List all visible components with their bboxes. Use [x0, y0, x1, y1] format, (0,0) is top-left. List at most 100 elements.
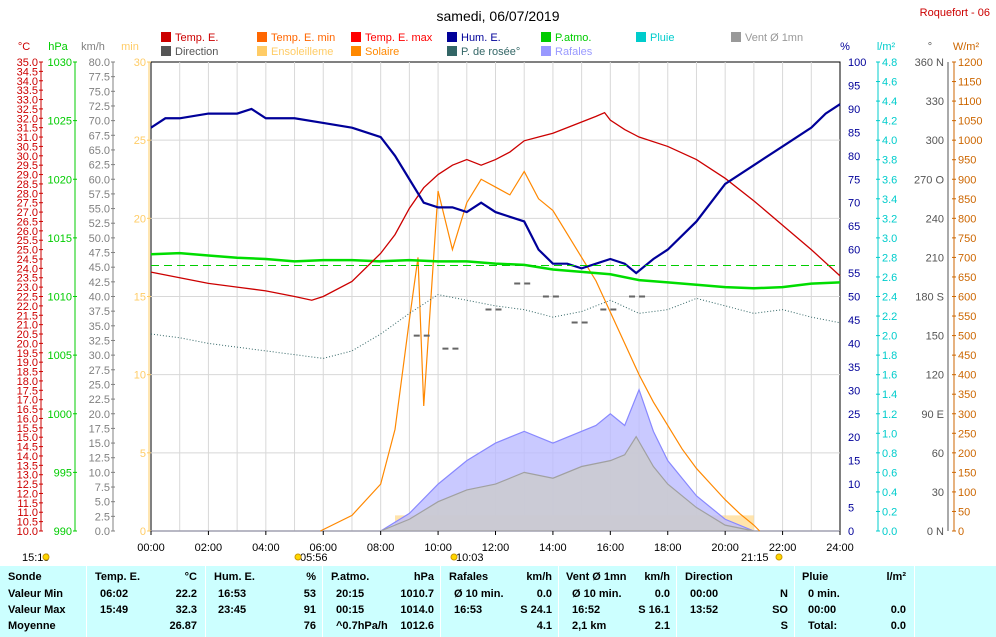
solar-tick-label: 800: [958, 213, 976, 225]
rain-tick-label: 3.2: [882, 213, 897, 225]
x-tick-label: 20:00: [711, 542, 739, 554]
wind-tick-label: 52.5: [89, 218, 110, 230]
temp-tick-label: 17.0: [17, 395, 38, 407]
solar-tick-label: 1100: [958, 96, 982, 108]
legend-label: Hum. E.: [461, 32, 501, 44]
legend-swatch: [351, 46, 361, 56]
wind-tick-label: 25.0: [89, 379, 110, 391]
wind-tick-label: 37.5: [89, 306, 110, 318]
temp-tick-label: 24.5: [17, 254, 38, 266]
temp-tick-label: 18.0: [17, 376, 38, 388]
stats-divider: [205, 566, 206, 637]
rain-tick-label: 0.6: [882, 467, 897, 479]
temp-tick-label: 19.5: [17, 348, 38, 360]
sun-icon: [42, 553, 50, 561]
x-tick-label: 24:00: [826, 542, 854, 554]
rain-tick-label: 0.4: [882, 487, 897, 499]
stats-dir-value: S: [780, 620, 788, 632]
stats-row-label: Valeur Max: [8, 604, 66, 616]
legend-label: Pluie: [650, 32, 674, 44]
wind-tick-label: 17.5: [89, 423, 110, 435]
sun-icon: [294, 553, 302, 561]
rain-tick-label: 2.0: [882, 331, 897, 343]
stats-gust-value: S 24.1: [520, 604, 552, 616]
temp-tick-label: 10.0: [17, 526, 38, 538]
humidity-tick-label: 100: [848, 57, 866, 69]
temp-tick-label: 35.0: [17, 57, 38, 69]
temp-tick-label: 23.5: [17, 273, 38, 285]
legend-swatch: [731, 32, 741, 42]
pressure-tick-label: 1015: [48, 233, 72, 245]
humidity-tick-label: 90: [848, 104, 860, 116]
x-tick-label: 00:00: [137, 542, 165, 554]
stats-rain-time: 0 min.: [808, 588, 840, 600]
temp-tick-label: 25.0: [17, 245, 38, 257]
rain-tick-label: 1.4: [882, 389, 897, 401]
temp-tick-label: 11.5: [17, 498, 38, 510]
humidity-tick-label: 65: [848, 221, 860, 233]
temp-tick-label: 29.0: [17, 170, 38, 182]
wind-tick-label: 40.0: [89, 292, 110, 304]
temp-tick-label: 30.5: [17, 141, 38, 153]
temp-tick-label: 24.0: [17, 263, 38, 275]
temp-tick-label: 15.5: [17, 423, 38, 435]
humidity-tick-label: 80: [848, 151, 860, 163]
solar-axis-unit: W/m²: [953, 41, 980, 53]
wind-tick-label: 10.0: [89, 467, 110, 479]
solar-tick-label: 150: [958, 467, 976, 479]
rain-tick-label: 3.8: [882, 155, 897, 167]
x-tick-label: 08:00: [367, 542, 395, 554]
rain-tick-label: 3.6: [882, 174, 897, 186]
stats-press-time: ^0.7hPa/h: [336, 620, 388, 632]
solar-tick-label: 200: [958, 448, 976, 460]
legend: Temp. E. Temp. E. min Temp. E. max Hum. E. P…: [161, 32, 803, 58]
temp-tick-label: 16.5: [17, 404, 38, 416]
legend-label: Vent Ø 1mn: [745, 32, 803, 44]
gridlines: [151, 62, 840, 531]
x-tick-label: 06:00: [309, 542, 337, 554]
rain-tick-label: 4.4: [882, 96, 897, 108]
pressure-tick-label: 1000: [48, 409, 72, 421]
rain-tick-label: 0.0: [882, 526, 897, 538]
stats-temp-value: 26.87: [169, 620, 197, 632]
rain-axis-unit: l/m²: [877, 41, 896, 53]
direction-tick-label: 300: [926, 135, 944, 147]
solar-tick-label: 1050: [958, 116, 982, 128]
x-axis: 00:00 02:00 04:00 06:00 08:00 10:00 12:00 14:00…: [137, 531, 854, 554]
stats-wind-value: 0.0: [654, 588, 670, 600]
rain-tick-label: 0.8: [882, 448, 897, 460]
wind-tick-label: 45.0: [89, 262, 110, 274]
direction-tick-label: 330: [926, 96, 944, 108]
legend-swatch: [541, 46, 551, 56]
x-tick-label: 12:00: [482, 542, 510, 554]
rain-tick-label: 1.8: [882, 350, 897, 362]
humidity-tick-label: 95: [848, 80, 860, 92]
humidity-tick-label: 5: [848, 503, 854, 515]
pressure-tick-label: 995: [54, 467, 72, 479]
temp-tick-label: 14.0: [17, 451, 38, 463]
stats-divider: [794, 566, 795, 637]
legend-label: P.atmo.: [555, 32, 592, 44]
sun-marker-label: 15:19: [22, 552, 50, 564]
temp-tick-label: 34.5: [17, 66, 38, 78]
temp-tick-label: 10.5: [17, 517, 38, 529]
wind-tick-label: 50.0: [89, 233, 110, 245]
stats-header: °C: [184, 571, 197, 583]
rain-tick-label: 1.6: [882, 370, 897, 382]
direction-tick-label: 60: [932, 448, 944, 460]
stats-hum-time: 23:45: [218, 604, 247, 616]
series-solaire: [320, 170, 761, 532]
series-p-atmo: [150, 251, 841, 290]
temp-tick-label: 28.0: [17, 188, 38, 200]
x-tick-label: 02:00: [195, 542, 223, 554]
stats-divider: [440, 566, 441, 637]
stats-divider: [914, 566, 915, 637]
sun-marker-label: 21:15: [741, 552, 769, 564]
x-tick-label: 22:00: [769, 542, 797, 554]
temp-tick-label: 20.5: [17, 329, 38, 341]
stats-header: l/m²: [886, 571, 906, 583]
temp-tick-label: 21.5: [17, 310, 38, 322]
wind-tick-label: 70.0: [89, 116, 110, 128]
solar-tick-label: 250: [958, 428, 976, 440]
rain-tick-label: 0.2: [882, 506, 897, 518]
